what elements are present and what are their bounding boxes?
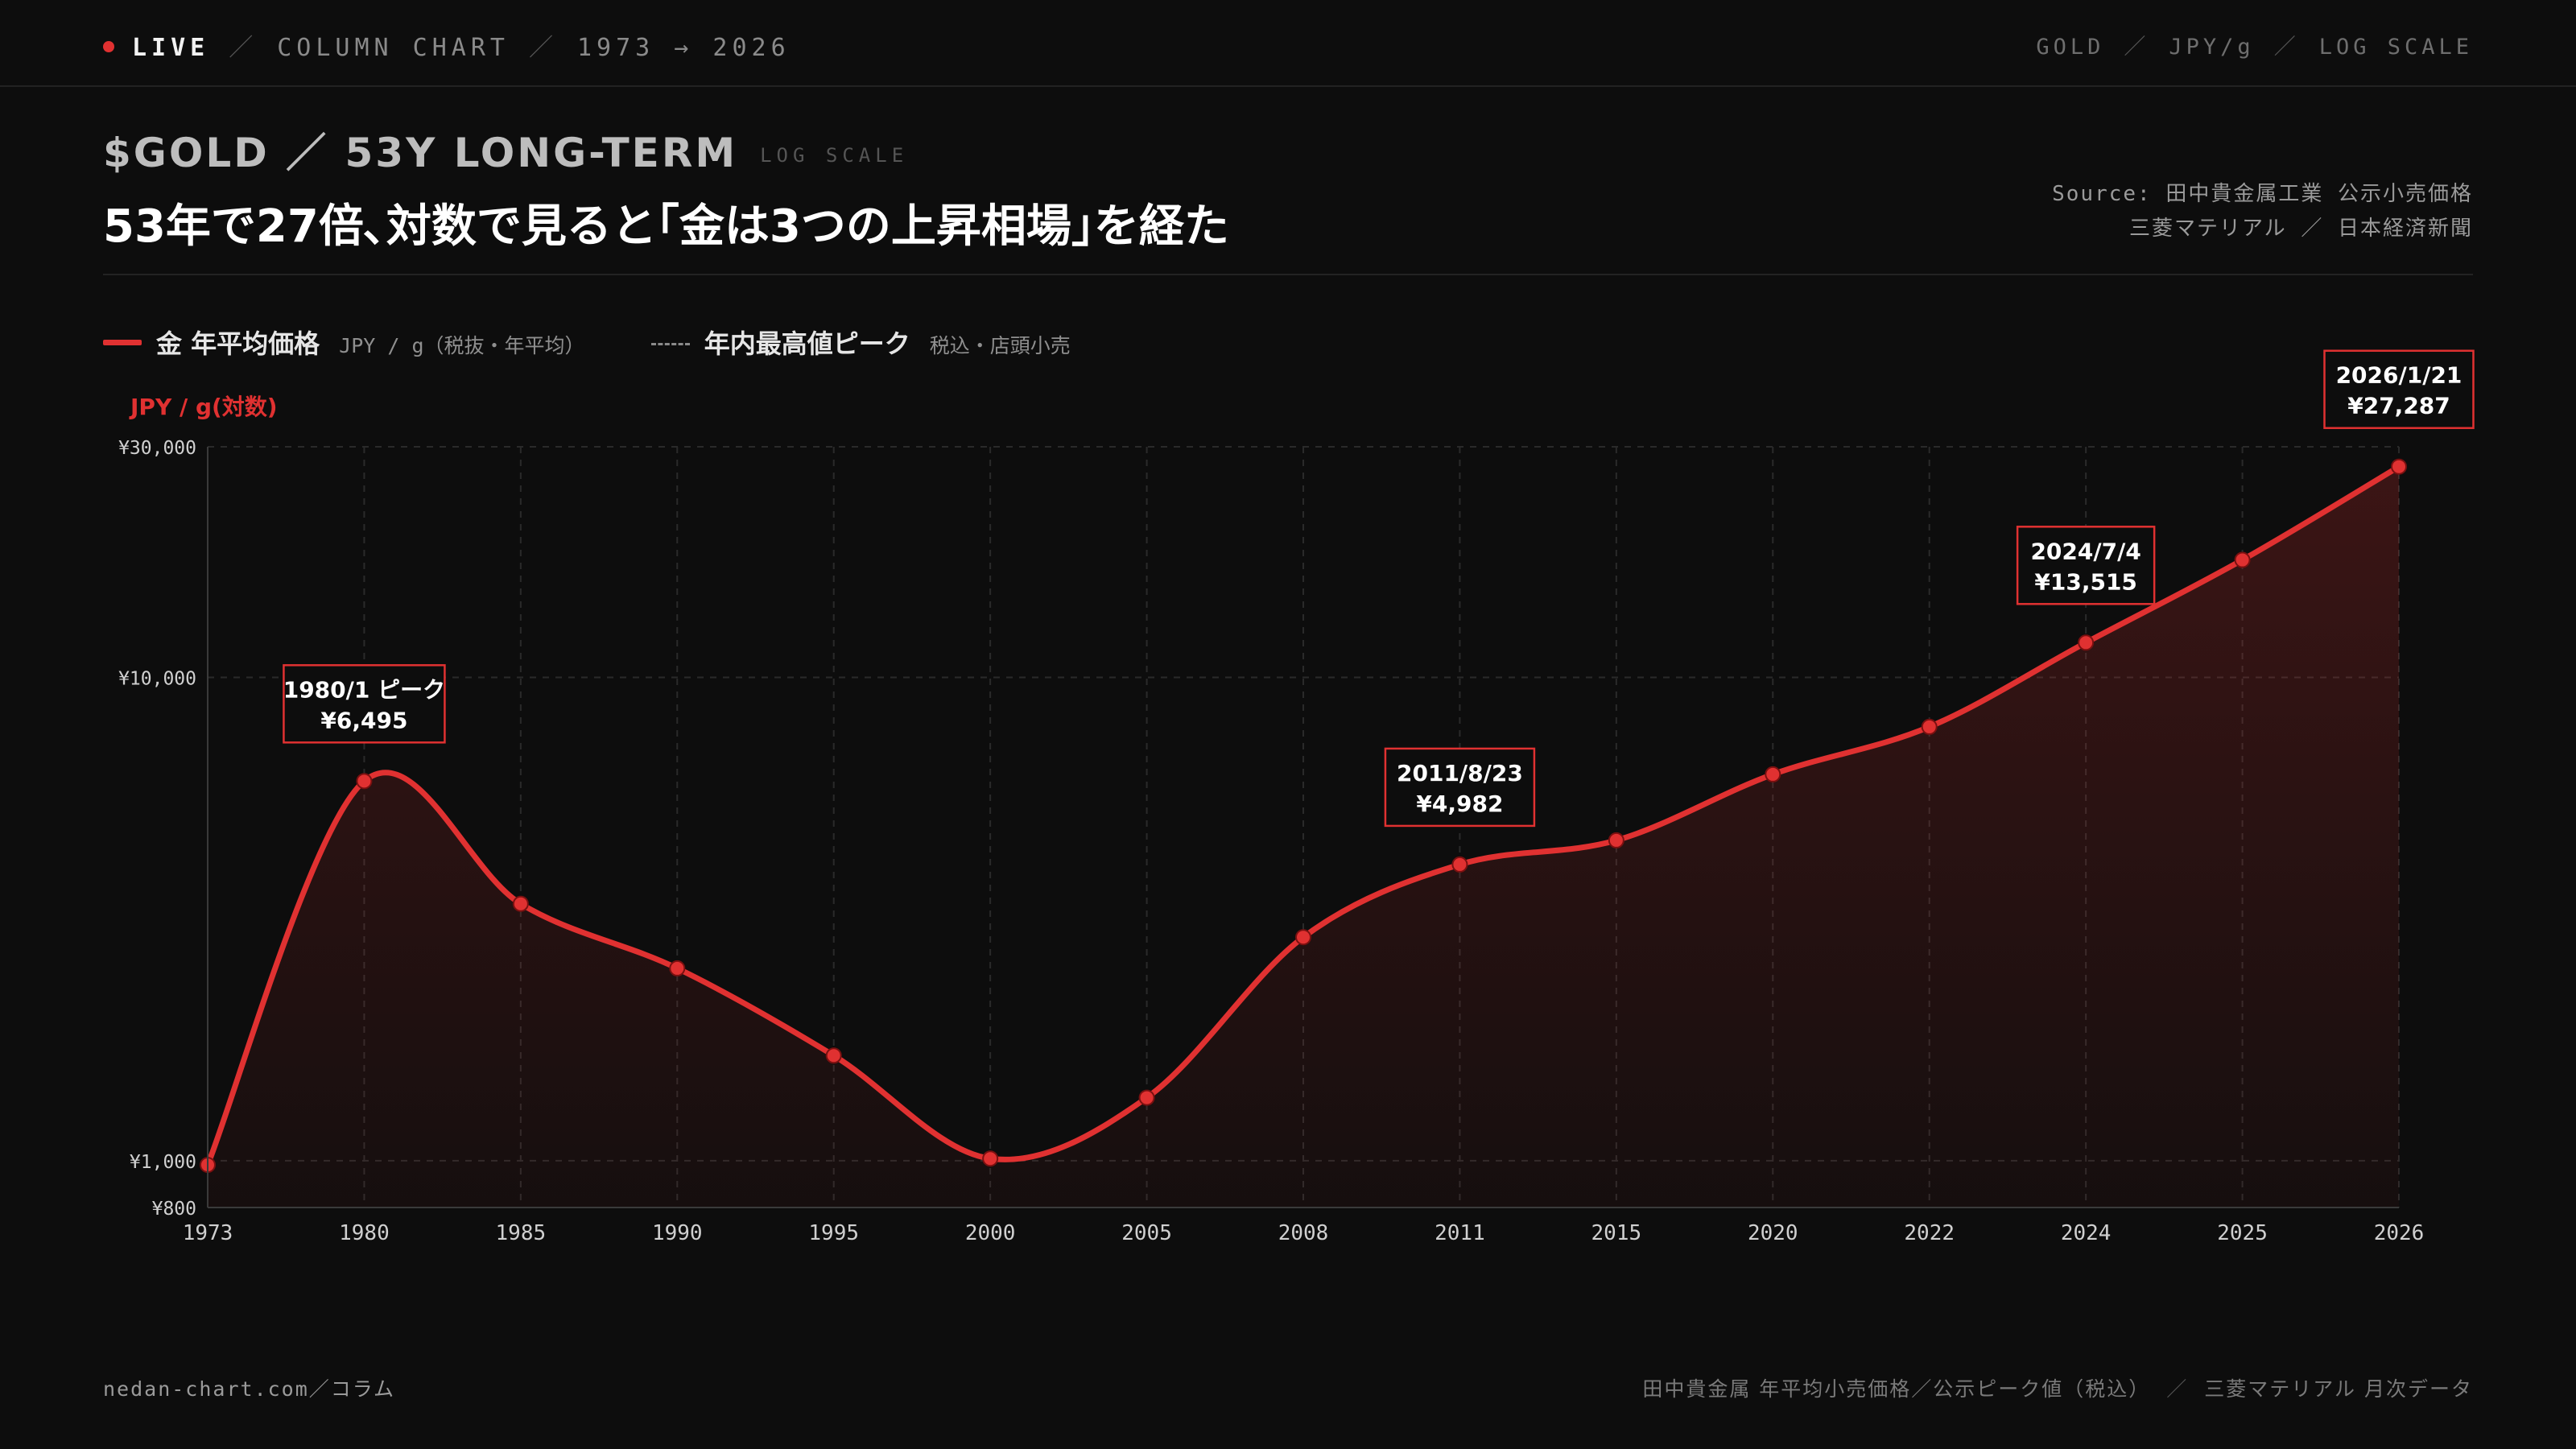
annotation-box bbox=[2323, 349, 2475, 429]
data-point bbox=[1451, 856, 1468, 873]
area-fill bbox=[208, 466, 2399, 1208]
x-tick-label: 2011 bbox=[1435, 1221, 1485, 1245]
headline: 53年で27倍､対数で見ると｢金は3つの上昇相場｣を経た bbox=[103, 200, 1229, 253]
data-point bbox=[1608, 832, 1624, 848]
data-point bbox=[982, 1150, 999, 1167]
annotation-value: ¥6,495 bbox=[320, 707, 407, 733]
source-line-2: 三菱マテリアル ／ 日本経済新聞 bbox=[2128, 217, 2473, 241]
data-point bbox=[825, 1047, 842, 1064]
axes: 1973 1980 1985 1990 1995 2000 2005 2008 2011 2015… bbox=[118, 438, 2424, 1245]
top-breadcrumb: LIVE ／ COLUMN CHART ／ 1973 → 2026 bbox=[103, 27, 791, 63]
source-credit: Source: 田中貴金属工業 公示小売価格 三菱マテリアル ／ 日本経済新聞 bbox=[2052, 177, 2473, 246]
x-tick-label: 2015 bbox=[1591, 1221, 1642, 1245]
series-area bbox=[208, 466, 2399, 1208]
annotation-callout: 2026/1/21 ¥27,287 bbox=[2323, 349, 2475, 429]
top-bar: LIVE ／ COLUMN CHART ／ 1973 → 2026 GOLD ／ JPY/g… bbox=[0, 0, 2576, 87]
data-point bbox=[2234, 551, 2251, 568]
x-tick-label: 1995 bbox=[808, 1221, 859, 1245]
x-tick-label: 1973 bbox=[183, 1221, 233, 1245]
legend-line-swatch bbox=[103, 340, 142, 345]
x-tick-label: 2022 bbox=[1904, 1221, 1955, 1245]
legend: 金 年平均価格 JPY / g（税抜・年平均） 年内最高値ピーク 税込・店頭小売 bbox=[103, 324, 1071, 361]
crumb-range: 1973 → 2026 bbox=[577, 34, 791, 62]
crumb-chart-type: COLUMN CHART bbox=[277, 34, 510, 62]
annotation-callout: 1980/1 ピーク ¥6,495 bbox=[283, 664, 446, 744]
y-axis-label: JPY / g(対数) bbox=[129, 394, 278, 420]
legend-dash-swatch bbox=[650, 343, 690, 345]
series-line-layer bbox=[204, 464, 2402, 1168]
data-point bbox=[512, 895, 529, 912]
annotation-box bbox=[1384, 747, 1536, 828]
footer-site: nedan-chart.com／コラム bbox=[103, 1377, 396, 1401]
live-indicator-icon bbox=[103, 41, 114, 52]
annotation-callout: 2024/7/4 ¥13,515 bbox=[2016, 526, 2156, 605]
x-tick-label: 2008 bbox=[1278, 1221, 1329, 1245]
x-tick-label: 2024 bbox=[2061, 1221, 2112, 1245]
x-tick-label: 2026 bbox=[2374, 1221, 2425, 1245]
x-tick-label: 2000 bbox=[965, 1221, 1016, 1245]
footer-notes: 田中貴金属 年平均小売価格／公示ピーク値（税込）／三菱マテリアル 月次データ bbox=[1642, 1377, 2473, 1401]
x-tick-label: 2020 bbox=[1748, 1221, 1798, 1245]
chart-kicker: $GOLD ／ 53Y LONG-TERM LOG SCALE bbox=[103, 121, 908, 179]
annotation-date: 2024/7/4 bbox=[2030, 538, 2140, 564]
data-point bbox=[1295, 929, 1311, 946]
data-point bbox=[1921, 718, 1938, 735]
x-tick-label: 1990 bbox=[652, 1221, 703, 1245]
live-label: LIVE bbox=[132, 34, 210, 62]
x-tick-label: 2025 bbox=[2217, 1221, 2268, 1245]
x-tick-label: 2005 bbox=[1121, 1221, 1172, 1245]
data-point bbox=[1765, 766, 1781, 782]
meta-scale: LOG SCALE bbox=[2318, 35, 2473, 60]
meta-asset: GOLD bbox=[2036, 35, 2105, 60]
legend-series-2-unit: 税込・店頭小売 bbox=[929, 334, 1071, 357]
annotation-date: 1980/1 ピーク bbox=[283, 676, 445, 703]
header-divider bbox=[103, 274, 2473, 275]
annotation-date: 2011/8/23 bbox=[1397, 760, 1523, 786]
footer-note-2: 三菱マテリアル 月次データ bbox=[2204, 1377, 2473, 1401]
annotation-value: ¥4,982 bbox=[1416, 791, 1503, 817]
legend-series-1: 金 年平均価格 bbox=[156, 328, 320, 359]
data-point bbox=[2078, 634, 2095, 651]
data-point bbox=[1138, 1089, 1155, 1106]
data-point bbox=[356, 773, 373, 790]
annotation-callout: 2011/8/23 ¥4,982 bbox=[1384, 747, 1536, 828]
footer-note-1: 田中貴金属 年平均小売価格／公示ピーク値（税込） bbox=[1642, 1377, 2151, 1401]
top-meta: GOLD ／ JPY/g ／ LOG SCALE bbox=[2036, 35, 2473, 60]
annotation-value: ¥27,287 bbox=[2347, 393, 2450, 419]
y-tick-label: ¥30,000 bbox=[118, 438, 196, 459]
series-line bbox=[204, 464, 2402, 1168]
annotation-date: 2026/1/21 bbox=[2336, 362, 2462, 389]
annotation-box bbox=[283, 664, 446, 744]
x-tick-label: 1985 bbox=[496, 1221, 547, 1245]
kicker-tag: LOG SCALE bbox=[760, 144, 909, 167]
y-tick-label: ¥800 bbox=[152, 1199, 196, 1220]
data-points bbox=[200, 458, 2407, 1174]
annotation-value: ¥13,515 bbox=[2034, 568, 2137, 595]
source-line-1: Source: 田中貴金属工業 公示小売価格 bbox=[2052, 182, 2473, 206]
annotation-box bbox=[2016, 526, 2156, 605]
y-tick-label: ¥1,000 bbox=[130, 1152, 196, 1173]
data-point bbox=[2391, 458, 2407, 475]
kicker-text: $GOLD ／ 53Y LONG-TERM bbox=[103, 130, 738, 176]
annotations: 1980/1 ピーク ¥6,495 2011/8/23 ¥4,982 2024/7/4 ¥… bbox=[283, 349, 2475, 828]
x-tick-label: 1980 bbox=[339, 1221, 390, 1245]
meta-unit: JPY/g bbox=[2169, 35, 2255, 60]
legend-series-1-unit: JPY / g（税抜・年平均） bbox=[339, 334, 585, 357]
y-tick-label: ¥10,000 bbox=[118, 668, 196, 689]
data-point bbox=[669, 960, 686, 976]
legend-series-2: 年内最高値ピーク bbox=[704, 328, 910, 359]
